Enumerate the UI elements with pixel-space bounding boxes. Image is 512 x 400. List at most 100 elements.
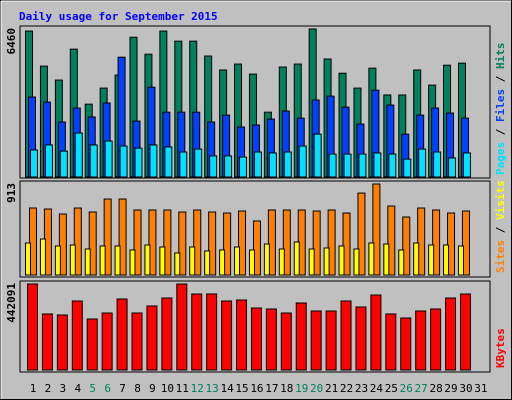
x-tick-label: 5 — [89, 382, 96, 395]
bar — [208, 211, 217, 276]
bar — [428, 244, 435, 276]
bar — [238, 210, 247, 276]
bar — [103, 198, 112, 276]
bar — [402, 216, 411, 276]
chart-title: Daily usage for September 2015 — [19, 10, 218, 23]
bar — [118, 198, 127, 276]
x-tick-label: 22 — [340, 382, 353, 395]
legend-entry: Sites — [494, 240, 507, 273]
bar — [189, 246, 196, 276]
x-tick-label: 19 — [295, 382, 308, 395]
bar — [447, 212, 456, 276]
legend-entry: Visits — [494, 180, 507, 220]
legend: KBytes — [494, 328, 507, 368]
bar — [74, 132, 83, 178]
x-tick-label: 30 — [459, 382, 472, 395]
x-tick-label: 1 — [30, 382, 37, 395]
bar — [239, 156, 248, 178]
bar — [338, 245, 345, 276]
bar — [206, 293, 218, 371]
bar — [252, 220, 261, 276]
bar — [248, 249, 255, 276]
bar — [56, 314, 68, 371]
bar — [327, 209, 336, 276]
bar — [368, 242, 375, 276]
bar — [340, 300, 352, 371]
x-tick-label: 26 — [400, 382, 413, 395]
x-tick-label: 12 — [191, 382, 204, 395]
x-tick-label: 25 — [385, 382, 398, 395]
legend-separator: / — [494, 220, 507, 240]
x-tick-label: 23 — [355, 382, 368, 395]
bar — [27, 283, 38, 371]
bar — [25, 242, 31, 276]
x-tick-label: 6 — [104, 382, 111, 395]
bar — [209, 155, 218, 178]
legend-separator: / — [494, 69, 507, 89]
bar — [388, 153, 397, 178]
x-tick-label: 13 — [206, 382, 219, 395]
bar — [400, 317, 412, 371]
x-tick-label: 8 — [134, 382, 141, 395]
bar — [44, 144, 53, 178]
bar — [73, 207, 82, 276]
bar — [263, 243, 270, 276]
bar — [159, 246, 166, 276]
bar — [119, 145, 128, 178]
bar — [443, 244, 450, 276]
bar — [224, 155, 233, 178]
x-tick-label: 10 — [161, 382, 174, 395]
bar — [433, 151, 442, 178]
y-tick-label: 6460 — [5, 28, 18, 55]
bar — [278, 248, 285, 276]
bar — [223, 212, 232, 276]
x-tick-label: 3 — [60, 382, 67, 395]
bar — [253, 151, 262, 178]
bar — [204, 250, 211, 276]
bar — [357, 192, 366, 276]
bar — [353, 248, 360, 276]
bar — [250, 307, 262, 371]
x-tick-label: 9 — [149, 382, 156, 395]
bar — [134, 147, 143, 178]
bar — [176, 283, 188, 371]
bar — [310, 310, 322, 371]
bar — [370, 294, 382, 371]
bar — [191, 293, 203, 371]
bar — [445, 297, 457, 371]
bar — [149, 144, 158, 178]
bar — [267, 209, 276, 276]
bar — [194, 148, 203, 178]
bar — [387, 205, 396, 276]
legend: Sites / Visits — [494, 180, 507, 273]
legend-separator: / — [494, 122, 507, 142]
bar — [358, 153, 367, 178]
bar — [325, 310, 337, 371]
bar — [54, 245, 61, 276]
bar — [312, 210, 321, 276]
legend: Pages / Files / Hits — [494, 43, 507, 176]
bar — [29, 207, 37, 276]
bar — [308, 248, 315, 276]
legend-entry: KBytes — [494, 328, 507, 368]
bar — [417, 207, 426, 276]
bar — [328, 153, 337, 178]
bar — [413, 242, 420, 276]
x-tick-label: 28 — [429, 382, 442, 395]
bar — [99, 245, 106, 276]
legend-entry: Files — [494, 89, 507, 122]
x-tick-label: 14 — [220, 382, 234, 395]
bar — [432, 209, 441, 276]
bar — [372, 183, 381, 276]
y-tick-label: 442091 — [5, 283, 18, 323]
bar — [133, 209, 142, 276]
bar — [280, 312, 292, 371]
x-tick-label: 27 — [415, 382, 428, 395]
bar — [193, 209, 202, 276]
x-tick-label: 15 — [235, 382, 248, 395]
x-tick-label: 18 — [280, 382, 293, 395]
x-tick-label: 17 — [265, 382, 278, 395]
bar — [88, 211, 97, 276]
bar — [178, 211, 187, 276]
